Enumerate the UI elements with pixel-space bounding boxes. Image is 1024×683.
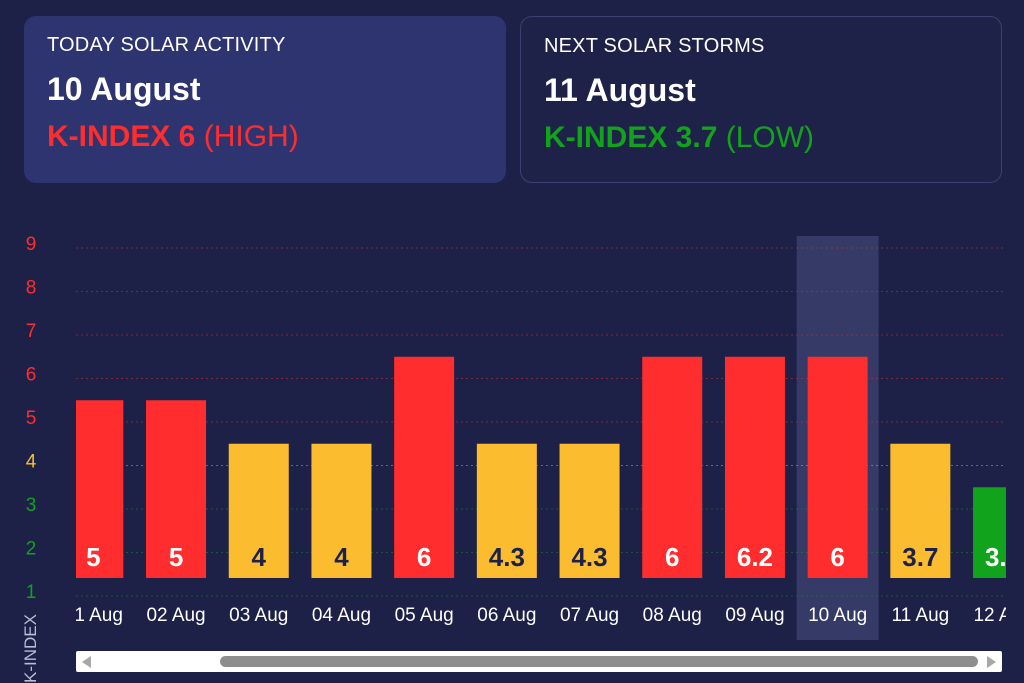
x-tick-label: 09 Aug	[725, 605, 784, 626]
y-tick-label: 7	[26, 321, 37, 342]
next-date: 11 August	[544, 72, 696, 108]
bar-value-label: 4.3	[571, 542, 607, 572]
bar-value-label: 5	[169, 542, 183, 572]
today-activity-card: TODAY SOLAR ACTIVITY 10 August K-INDEX 6…	[24, 16, 506, 183]
bar-value-label: 4	[252, 542, 267, 572]
y-tick-label: 2	[26, 539, 37, 560]
bar	[890, 443, 951, 578]
bar	[807, 356, 868, 578]
next-kindex: K-INDEX 3.7 (LOW)	[544, 121, 978, 155]
next-level: (LOW)	[725, 121, 815, 154]
x-tick-label: 07 Aug	[560, 605, 619, 626]
today-kindex-value: K-INDEX 6	[47, 120, 196, 153]
next-kindex-value: K-INDEX 3.7	[544, 121, 718, 154]
bar	[559, 443, 620, 578]
y-tick-label: 9	[26, 234, 37, 255]
y-tick-label: 1	[26, 582, 37, 603]
plot-area: 5 01 Aug 5 02 Aug 4 03 Aug 4 04 Aug 6 05 Aug 4.3 06…	[64, 236, 1024, 640]
today-level: (HIGH)	[203, 120, 299, 153]
y-tick-label: 3	[26, 495, 37, 516]
y-axis-label: K-INDEX	[21, 614, 40, 683]
kindex-bar-chart: 5 01 Aug 5 02 Aug 4 03 Aug 4 04 Aug 6 05 Aug 4.3 06…	[26, 234, 1024, 640]
y-tick-label: 4	[26, 452, 37, 473]
horizontal-scrollbar[interactable]	[76, 651, 1002, 672]
bar	[642, 356, 703, 578]
bar-value-label: 4	[334, 542, 349, 572]
bar-value-label: 3.7	[902, 542, 938, 572]
triangle-left-icon[interactable]	[82, 656, 91, 668]
y-tick-label: 8	[26, 278, 37, 299]
today-date: 10 August	[47, 71, 201, 107]
bar-value-label: 4.3	[489, 542, 525, 572]
x-tick-label: 03 Aug	[229, 605, 288, 626]
bar	[76, 400, 124, 578]
y-tick-label: 5	[26, 408, 37, 429]
bar-value-label: 3.3	[985, 542, 1021, 572]
bar-value-label: 6	[665, 542, 679, 572]
x-tick-label: 12 Aug	[973, 605, 1024, 626]
bar	[311, 443, 372, 578]
bar	[476, 443, 537, 578]
bar	[973, 487, 1006, 578]
today-heading: TODAY SOLAR ACTIVITY	[47, 34, 286, 56]
y-tick-label: 6	[26, 365, 37, 386]
bar-value-label: 6.2	[737, 542, 773, 572]
bar	[724, 356, 785, 578]
x-tick-label: 10 Aug	[808, 605, 867, 626]
x-tick-label: 04 Aug	[312, 605, 371, 626]
bar-value-label: 6	[417, 542, 431, 572]
bar	[394, 356, 455, 578]
scrollbar-thumb[interactable]	[220, 656, 978, 667]
bar	[228, 443, 289, 578]
bar-value-label: 5	[86, 542, 100, 572]
bar-value-label: 6	[830, 542, 844, 572]
x-tick-label: 05 Aug	[395, 605, 454, 626]
next-heading: NEXT SOLAR STORMS	[544, 35, 765, 57]
x-tick-label: 08 Aug	[643, 605, 702, 626]
triangle-right-icon[interactable]	[987, 656, 996, 668]
x-tick-label: 01 Aug	[64, 605, 123, 626]
bar	[146, 400, 207, 578]
today-kindex: K-INDEX 6 (HIGH)	[47, 120, 483, 154]
next-storms-card: NEXT SOLAR STORMS 11 August K-INDEX 3.7 …	[520, 16, 1002, 183]
x-tick-label: 11 Aug	[891, 605, 949, 626]
x-tick-label: 02 Aug	[146, 605, 205, 626]
x-tick-label: 06 Aug	[477, 605, 536, 626]
